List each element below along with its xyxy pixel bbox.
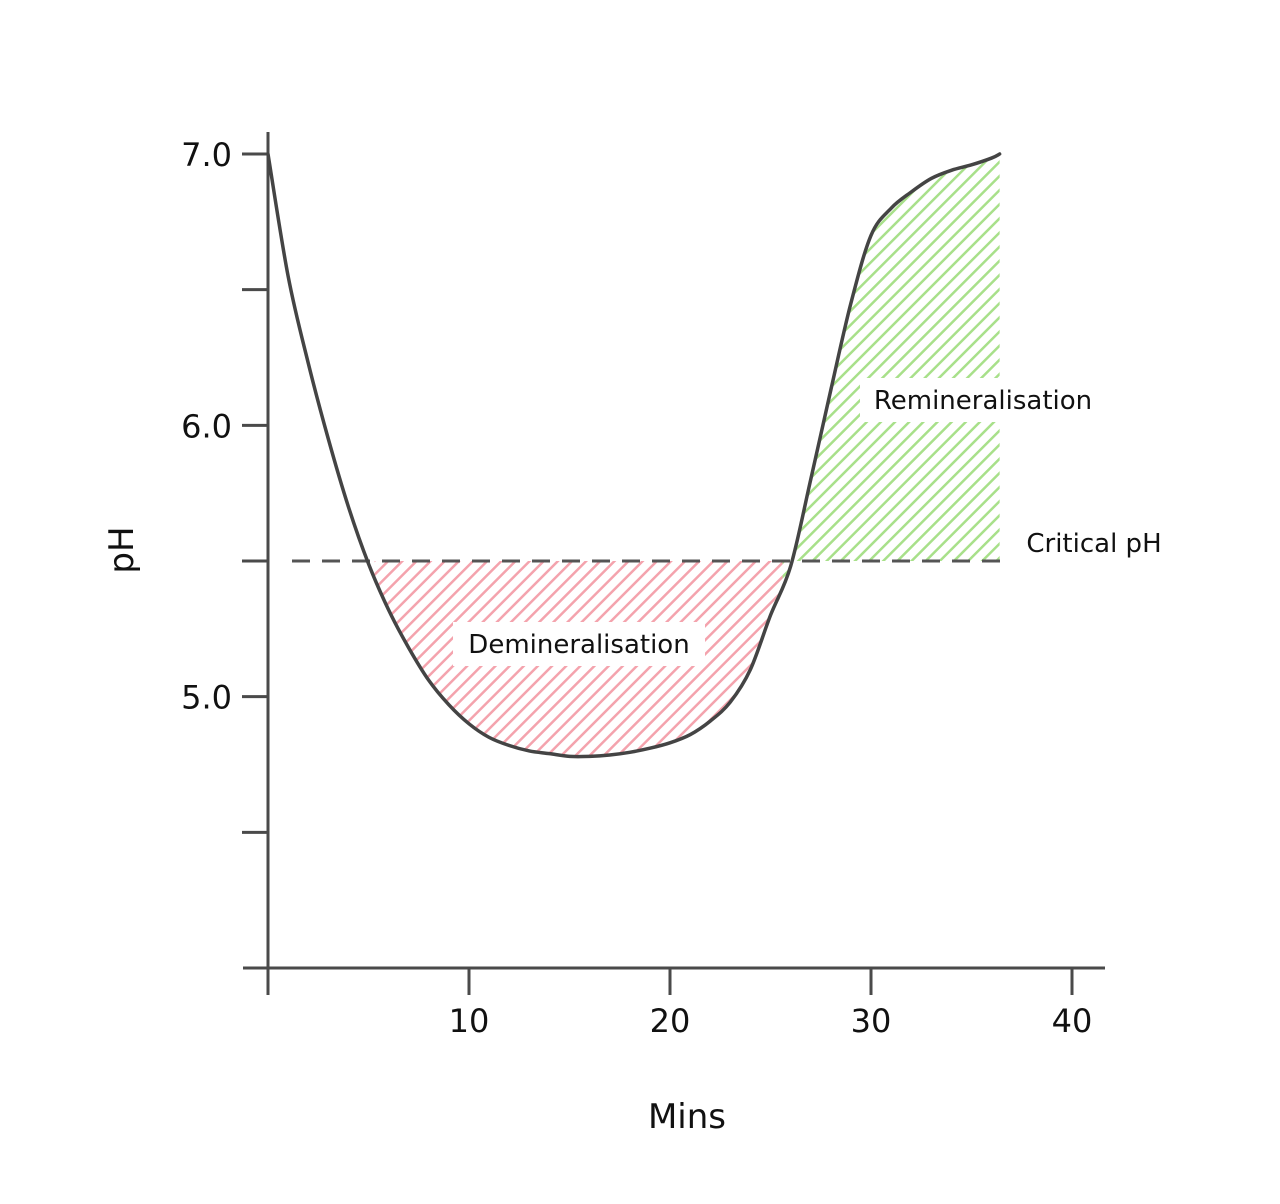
remineralisation-region bbox=[782, 154, 1000, 586]
ph-curve-line bbox=[266, 152, 1002, 759]
demineralisation-label-background bbox=[453, 622, 705, 666]
critical-ph-label: Critical pH bbox=[1026, 529, 1161, 559]
y-axis-title: pH bbox=[102, 526, 142, 573]
remineralisation-label-background bbox=[860, 378, 1106, 422]
demineralisation-label: Demineralisation bbox=[468, 630, 689, 660]
remineralisation-label: Remineralisation bbox=[874, 386, 1092, 416]
y-tick-label-6.0: 6.0 bbox=[181, 407, 232, 445]
y-tick-label-5.0: 5.0 bbox=[181, 679, 232, 717]
critical-ph-label-background bbox=[1010, 524, 1180, 564]
x-tick-label-30: 30 bbox=[851, 1002, 892, 1040]
x-tick-label-20: 20 bbox=[650, 1002, 691, 1040]
x-tick-label-40: 40 bbox=[1052, 1002, 1093, 1040]
x-axis-title: Mins bbox=[648, 1097, 726, 1137]
y-tick-label-7.0: 7.0 bbox=[181, 136, 232, 174]
x-tick-label-10: 10 bbox=[449, 1002, 490, 1040]
